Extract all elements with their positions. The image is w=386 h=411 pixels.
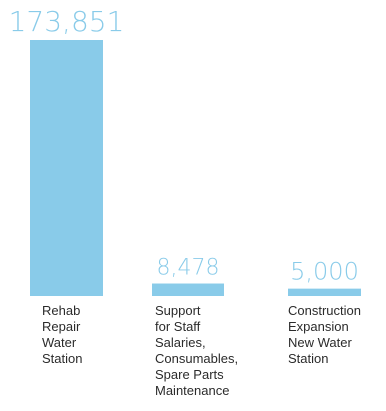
bar-3 [288, 288, 361, 296]
bar-1 [30, 40, 103, 296]
bar-2-category-label-line-2: for Staff [155, 319, 201, 334]
bar-3-category-label-line-4: Station [288, 351, 328, 366]
bar-3-category-label-line-3: New Water [288, 335, 352, 350]
bar-2 [152, 283, 224, 296]
bar-3-category-label-line-2: Expansion [288, 319, 349, 334]
bar-1-category-label-line-3: Water [42, 335, 77, 350]
bar-1-category-label-line-1: Rehab [42, 303, 80, 318]
bar-1-value-label: 173,851 [9, 5, 125, 38]
bar-1-category-label-line-2: Repair [42, 319, 81, 334]
bar-1-category-label-line-4: Station [42, 351, 82, 366]
bar-3-value-label: 5,000 [290, 258, 359, 286]
bar-2-category-label-line-4: Consumables, [155, 351, 238, 366]
bar-2-category-label-line-6: Maintenance [155, 383, 229, 398]
bar-2-value-label: 8,478 [157, 256, 220, 281]
bar-2-category-label-line-3: Salaries, [155, 335, 206, 350]
bar-2-category-label-line-5: Spare Parts [155, 367, 224, 382]
bar-3-category-label-line-1: Construction [288, 303, 361, 318]
bar-2-category-label-line-1: Support [155, 303, 201, 318]
